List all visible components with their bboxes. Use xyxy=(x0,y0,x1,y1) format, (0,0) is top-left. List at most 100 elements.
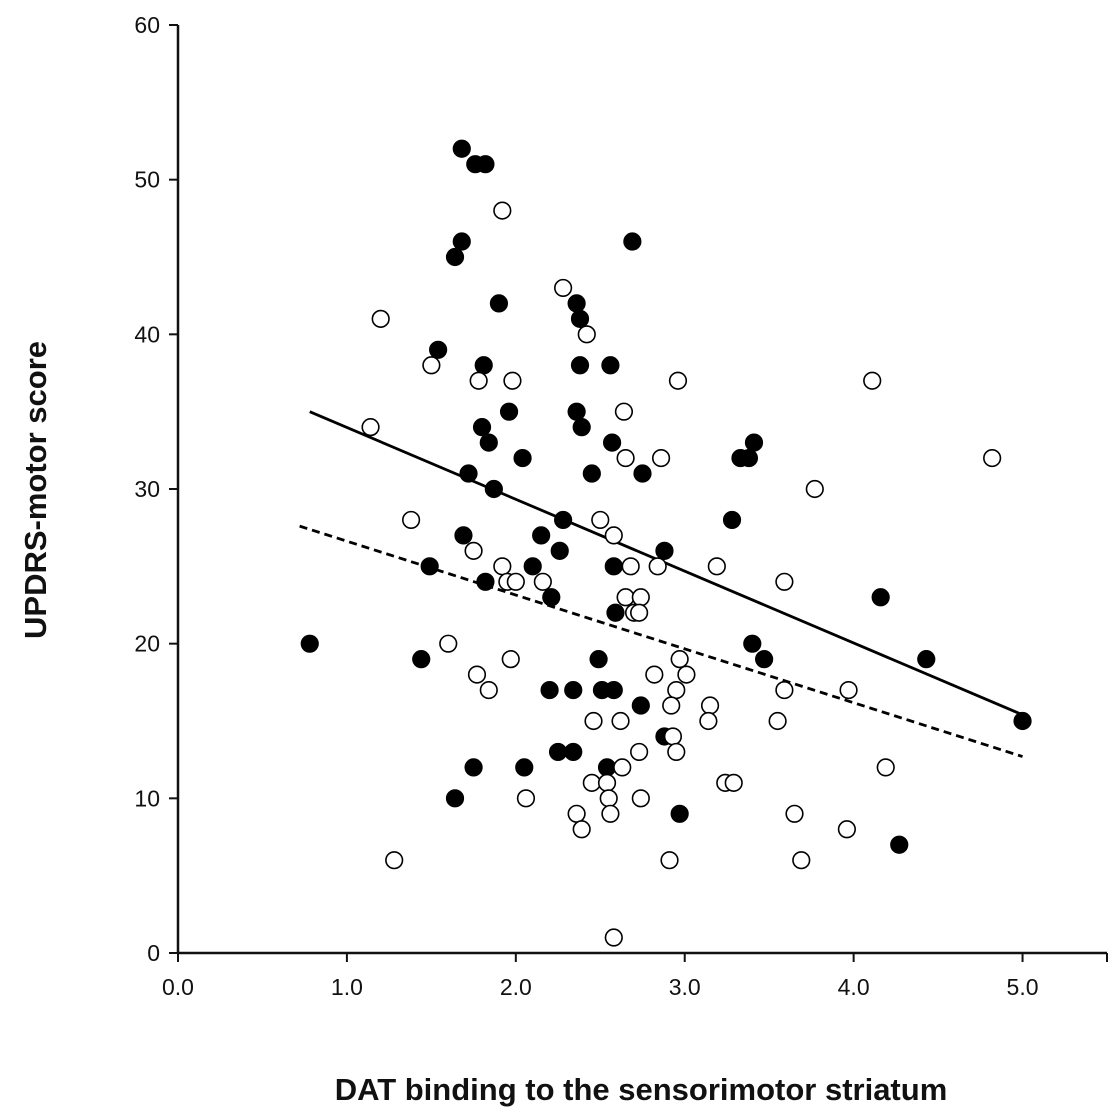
data-point-open xyxy=(506,572,525,591)
data-point-open xyxy=(604,526,623,545)
x-axis: 0.0 1.0 2.0 3.0 4.0 5.0 xyxy=(162,951,1108,1000)
data-point-filled xyxy=(604,557,623,576)
data-point-filled xyxy=(532,526,551,545)
data-point-filled xyxy=(459,464,478,483)
data-point-open xyxy=(876,758,895,777)
data-point-open xyxy=(361,418,380,437)
data-point-filled xyxy=(917,650,936,669)
data-point-filled xyxy=(542,588,561,607)
data-point-filled xyxy=(890,835,909,854)
data-point-open xyxy=(439,634,458,653)
data-point-open xyxy=(839,680,858,700)
y-tick-label: 60 xyxy=(134,12,160,38)
data-point-open xyxy=(572,820,591,839)
data-point-open xyxy=(775,680,794,700)
data-point-filled xyxy=(1013,711,1032,731)
data-point-filled xyxy=(633,464,652,483)
data-point-filled xyxy=(564,680,583,700)
data-point-open xyxy=(983,448,1002,468)
x-tick-label: 4.0 xyxy=(838,974,870,1000)
data-point-open xyxy=(837,820,856,839)
data-point-open xyxy=(768,711,787,731)
data-point-open xyxy=(584,711,603,731)
data-point-open xyxy=(651,448,671,468)
data-point-filled xyxy=(454,526,473,545)
data-point-open xyxy=(616,448,635,468)
data-point-open xyxy=(501,650,520,669)
data-point-open xyxy=(707,557,726,576)
data-point-open xyxy=(613,758,632,777)
data-point-open xyxy=(469,371,488,390)
y-tick-label: 40 xyxy=(134,321,160,347)
data-point-filled xyxy=(572,418,591,437)
x-tick-label: 5.0 xyxy=(1007,974,1039,1000)
data-point-open xyxy=(611,711,630,731)
data-point-open xyxy=(631,789,650,808)
data-point-filled xyxy=(472,418,492,437)
data-point-open xyxy=(662,696,681,715)
data-point-filled xyxy=(670,804,689,823)
x-axis-title: DAT binding to the sensorimotor striatum xyxy=(335,1072,948,1107)
data-point-filled xyxy=(489,294,509,313)
data-point-filled xyxy=(499,402,519,421)
data-point-open xyxy=(645,665,664,684)
data-point-open xyxy=(422,356,441,375)
data-point-filled xyxy=(631,696,650,715)
data-point-open xyxy=(667,742,686,762)
data-point-open xyxy=(467,665,487,684)
data-point-filled xyxy=(655,541,674,560)
data-point-filled xyxy=(476,572,495,591)
data-point-filled xyxy=(755,650,774,669)
data-point-filled xyxy=(484,479,503,499)
data-point-filled xyxy=(550,541,569,560)
data-point-open xyxy=(648,557,667,576)
data-point-filled xyxy=(548,742,568,762)
data-point-open xyxy=(614,402,634,421)
data-point-open xyxy=(785,804,804,823)
data-point-filled xyxy=(567,294,586,313)
data-point-filled xyxy=(420,557,439,576)
data-point-open xyxy=(597,773,617,792)
y-axis: 0 10 20 30 40 50 60 xyxy=(134,12,180,966)
data-point-open xyxy=(582,773,601,792)
data-point-open xyxy=(621,557,640,576)
data-point-filled xyxy=(743,634,762,653)
data-point-open xyxy=(464,541,483,560)
data-point-filled xyxy=(602,433,622,452)
data-point-filled xyxy=(452,139,471,158)
data-point-filled xyxy=(564,742,583,762)
data-point-open xyxy=(533,572,552,591)
data-point-open xyxy=(775,572,794,591)
data-point-open xyxy=(699,711,718,731)
data-point-filled xyxy=(589,650,608,669)
x-tick-label: 0.0 xyxy=(162,974,194,1000)
data-point-filled xyxy=(744,433,764,452)
data-point-open xyxy=(371,309,390,328)
data-point-filled xyxy=(871,588,890,607)
data-point-filled xyxy=(479,433,498,452)
data-point-filled xyxy=(597,758,617,777)
data-point-filled xyxy=(554,510,573,530)
trend-line-dashed xyxy=(299,524,1023,758)
data-point-filled xyxy=(412,650,431,669)
y-tick-label: 10 xyxy=(134,785,160,811)
y-tick-label: 30 xyxy=(134,476,160,502)
data-point-open xyxy=(591,510,610,530)
data-point-filled xyxy=(739,448,759,468)
data-point-filled xyxy=(570,356,590,375)
data-point-open xyxy=(401,510,421,530)
data-point-filled xyxy=(582,464,601,483)
y-tick-label: 0 xyxy=(147,940,160,966)
data-point-open xyxy=(630,742,649,762)
data-point-filled xyxy=(523,557,542,576)
data-point-open xyxy=(493,201,512,220)
data-point-filled xyxy=(445,247,465,267)
data-point-open xyxy=(599,789,618,808)
data-point-open xyxy=(700,696,720,715)
data-point-filled xyxy=(429,340,448,359)
data-point-filled xyxy=(445,789,465,808)
data-point-open xyxy=(677,665,696,684)
data-point-filled xyxy=(601,356,620,375)
data-point-open xyxy=(604,928,623,947)
